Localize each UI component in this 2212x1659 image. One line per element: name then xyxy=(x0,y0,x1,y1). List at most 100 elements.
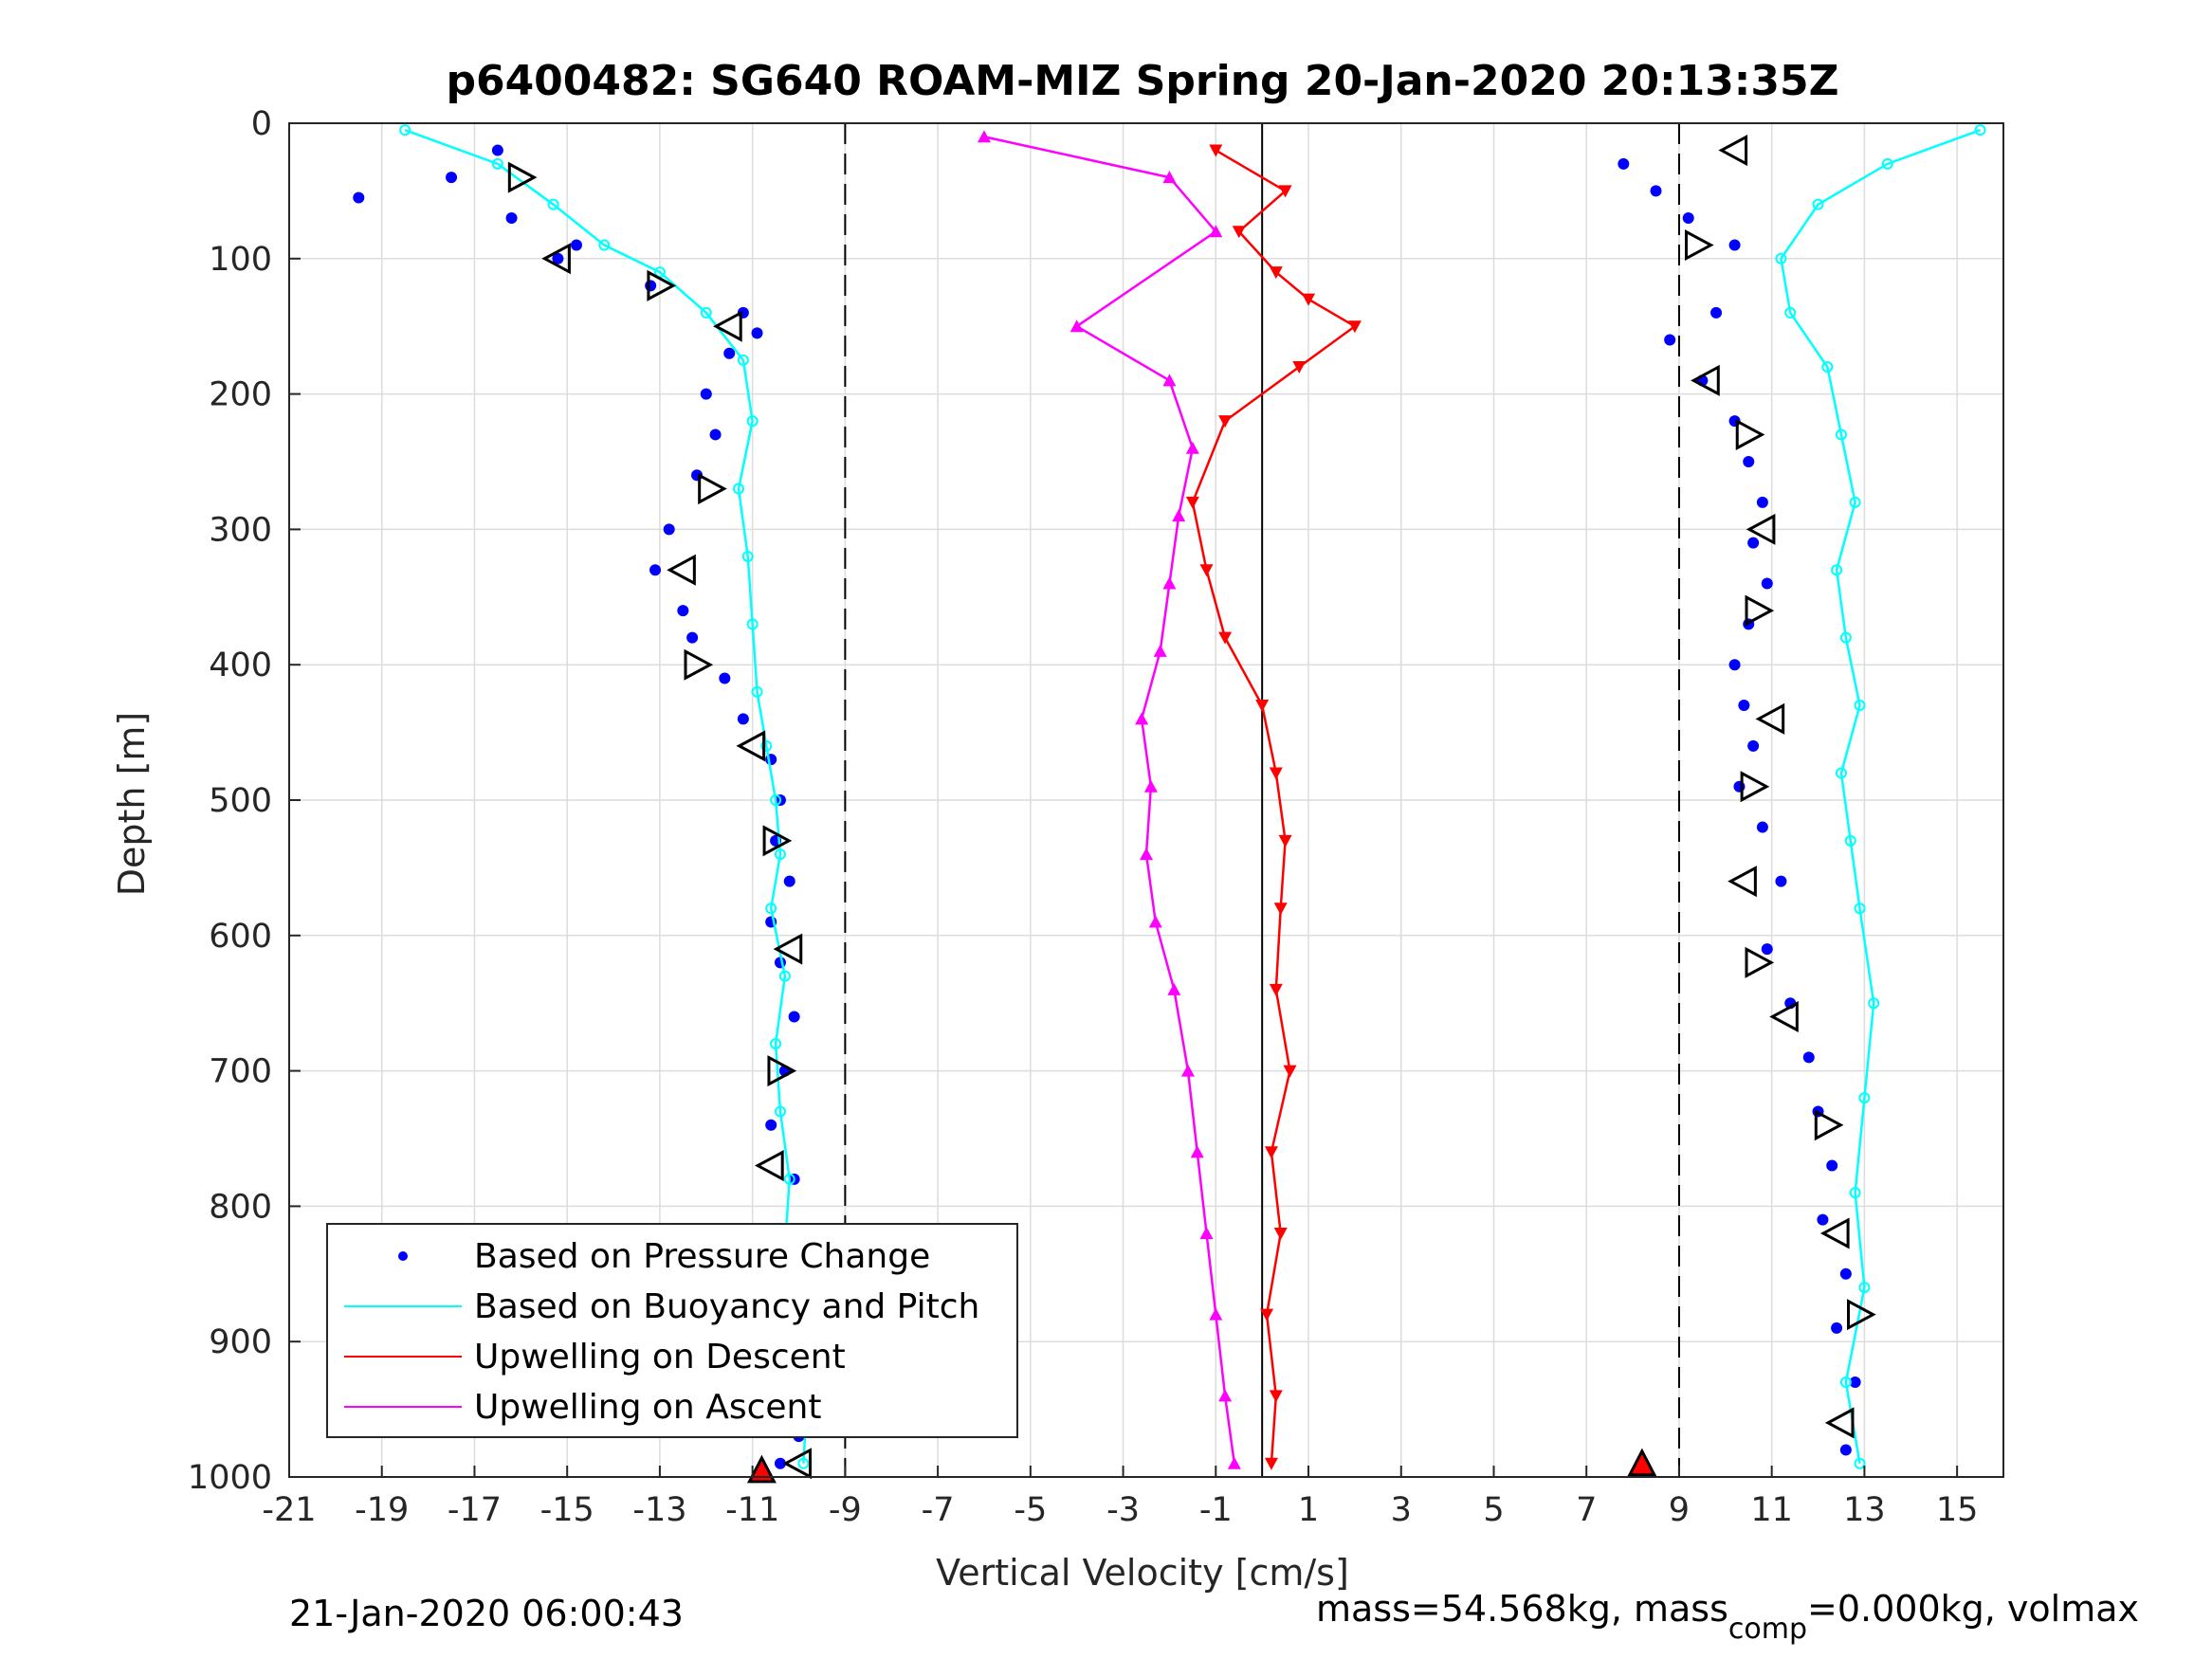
pressure-point xyxy=(552,252,564,264)
buoyancy-point xyxy=(770,1038,782,1050)
buoyancy-point xyxy=(1868,997,1880,1010)
red-up-triangle-marker xyxy=(1627,1448,1657,1477)
ascent-turn-marker xyxy=(1746,513,1776,545)
ascent-upwelling-point xyxy=(1143,779,1158,793)
ascent-upwelling-point xyxy=(1135,712,1149,725)
descent-upwelling-point xyxy=(1347,320,1362,334)
descent-upwelling-point xyxy=(1209,144,1223,157)
x-tick-label: -13 xyxy=(632,1491,686,1529)
x-tick-label: 15 xyxy=(1936,1491,1979,1529)
ascent-turn-marker xyxy=(1745,594,1775,627)
footer-mass-info: mass=54.568kg, masscomp=0.000kg, volmax xyxy=(1316,1588,2139,1646)
buoyancy-point xyxy=(774,1105,786,1118)
y-tick-label: 900 xyxy=(209,1323,272,1361)
ascent-turn-marker xyxy=(1735,418,1765,450)
red-up-triangle-marker xyxy=(746,1454,777,1484)
ascent-upwelling-point xyxy=(1199,1226,1214,1239)
legend: Based on Pressure Change Based on Buoyanc… xyxy=(326,1223,1018,1438)
x-tick-label: -1 xyxy=(1199,1491,1233,1529)
x-tick-label: -9 xyxy=(829,1491,862,1529)
series-line xyxy=(1780,128,1981,1464)
buoyancy-point xyxy=(399,124,411,137)
ascent-turn-marker xyxy=(1745,946,1775,978)
pressure-point xyxy=(491,144,503,156)
x-axis-ticks: -21 -19 -17 -15 -13 -11 -9 -7 -5 -3 -1 1 3 5 7 9 11 13 15 xyxy=(262,1466,1978,1529)
pressure-point xyxy=(1756,821,1768,833)
descent-upwelling-point xyxy=(1273,902,1288,916)
y-axis-label: Depth [m] xyxy=(111,712,153,897)
buoyancy-point xyxy=(751,685,763,698)
x-tick-label: -7 xyxy=(922,1491,955,1529)
pressure-point xyxy=(1747,537,1760,549)
x-tick-label: 11 xyxy=(1750,1491,1793,1529)
x-tick-label: -5 xyxy=(1014,1491,1047,1529)
buoyancy-point xyxy=(1854,1457,1866,1469)
pressure-point xyxy=(1728,659,1741,671)
y-tick-label: 700 xyxy=(209,1053,272,1091)
y-tick-label: 800 xyxy=(209,1188,272,1226)
ascent-upwelling-point xyxy=(1190,1145,1204,1158)
buoyancy-point xyxy=(1849,496,1861,508)
buoyancy-point xyxy=(765,902,777,915)
buoyancy-point xyxy=(760,739,773,752)
legend-box xyxy=(326,1223,1018,1438)
y-axis-ticks: 0 100 200 300 400 500 600 700 800 900 1000 xyxy=(188,105,301,1497)
pressure-point xyxy=(1682,211,1694,224)
x-tick-label: 1 xyxy=(1298,1491,1319,1529)
descent-upwelling-point xyxy=(1264,1146,1278,1159)
pressure-point xyxy=(1747,739,1760,752)
descent-turn-marker xyxy=(736,730,766,762)
buoyancy-point xyxy=(1881,157,1893,170)
pressure-point xyxy=(1775,875,1787,887)
pressure-point xyxy=(505,211,518,224)
y-tick-label: 200 xyxy=(209,376,272,414)
legend-swatch-dot xyxy=(398,1251,408,1261)
y-tick-label: 500 xyxy=(209,782,272,820)
pressure-point xyxy=(1756,496,1768,508)
buoyancy-point xyxy=(1844,834,1856,847)
legend-label: Based on Pressure Change xyxy=(474,1237,930,1276)
pressure-point xyxy=(1831,1322,1843,1334)
pressure-point xyxy=(723,347,736,359)
ascent-turn-marker xyxy=(1728,866,1757,898)
ascent-turn-marker xyxy=(1691,364,1720,396)
x-tick-label: 3 xyxy=(1391,1491,1412,1529)
buoyancy-point xyxy=(1854,700,1866,712)
pressure-point xyxy=(446,172,458,184)
pressure-point xyxy=(1817,1213,1829,1226)
x-axis-label: Vertical Velocity [cm/s] xyxy=(936,1552,1349,1594)
pressure-point xyxy=(1738,700,1750,712)
buoyancy-point xyxy=(1849,1187,1861,1199)
series-group xyxy=(1185,144,1362,1470)
pressure-point xyxy=(1664,334,1676,346)
buoyancy-point xyxy=(746,415,759,428)
descent-turn-marker xyxy=(782,1448,813,1480)
ascent-upwelling-point xyxy=(977,130,991,143)
descent-upwelling-point xyxy=(1269,767,1283,780)
buoyancy-point xyxy=(741,550,754,562)
buoyancy-point xyxy=(1839,1376,1852,1389)
pressure-point xyxy=(783,875,795,887)
descent-turn-marker xyxy=(767,1055,797,1087)
x-tick-label: -11 xyxy=(725,1491,779,1529)
ascent-upwelling-point xyxy=(1140,848,1153,861)
buoyancy-point xyxy=(783,1173,795,1185)
ascent-turn-marker xyxy=(1769,1000,1799,1032)
y-tick-label: 1000 xyxy=(188,1459,272,1497)
y-tick-label: 400 xyxy=(209,647,272,684)
buoyancy-point xyxy=(598,239,611,251)
ascent-upwelling-point xyxy=(1162,374,1177,387)
legend-label: Based on Buoyancy and Pitch xyxy=(474,1287,979,1326)
ascent-upwelling-point xyxy=(1218,1389,1233,1402)
buoyancy-point xyxy=(547,198,559,210)
buoyancy-point xyxy=(1831,564,1843,576)
descent-upwelling-point xyxy=(1292,361,1307,374)
pressure-point xyxy=(709,428,722,441)
ascent-upwelling-point xyxy=(1069,319,1084,333)
pressure-point xyxy=(1743,456,1755,467)
y-tick-label: 0 xyxy=(251,105,272,143)
buoyancy-point xyxy=(732,483,744,495)
buoyancy-point xyxy=(1854,902,1866,915)
buoyancy-point xyxy=(1835,428,1847,441)
